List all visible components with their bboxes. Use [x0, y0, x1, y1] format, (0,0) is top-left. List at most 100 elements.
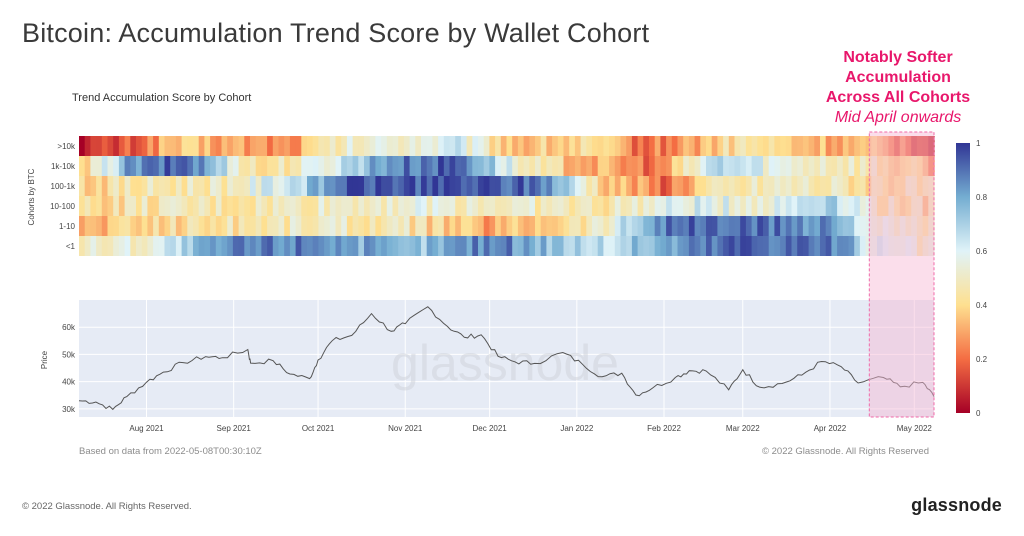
- heatmap-cell: [443, 196, 451, 216]
- heatmap-cell: [392, 136, 399, 156]
- heatmap-cell: [443, 176, 451, 196]
- heatmap-cell: [842, 196, 850, 216]
- heatmap-cell: [922, 156, 929, 176]
- heatmap-cell: [888, 156, 895, 176]
- price-x-tick-label: Sep 2021: [217, 424, 252, 433]
- heatmap-cell: [466, 236, 473, 256]
- heatmap-cell: [580, 196, 587, 216]
- heatmap-cell: [96, 196, 103, 216]
- heatmap-cell: [460, 176, 468, 196]
- heatmap-cell: [882, 136, 889, 156]
- heatmap-cell: [688, 236, 696, 256]
- heatmap-cell: [666, 176, 673, 196]
- heatmap-cell: [153, 156, 160, 176]
- heatmap-cell: [278, 156, 285, 176]
- heatmap-cell: [386, 136, 394, 156]
- heatmap-cell: [449, 216, 456, 236]
- heatmap-cell: [107, 136, 114, 156]
- heatmap-cell: [307, 236, 314, 256]
- heatmap-cell: [517, 216, 525, 236]
- heatmap-cell: [820, 236, 827, 256]
- heatmap-cell: [603, 216, 610, 236]
- heatmap-cell: [238, 236, 245, 256]
- heatmap-cell: [523, 236, 530, 256]
- heatmap-cell: [535, 156, 542, 176]
- heatmap-cell: [455, 136, 462, 156]
- heatmap-cell: [512, 136, 519, 156]
- heatmap-cell: [523, 216, 530, 236]
- heatmap-cell: [426, 176, 433, 196]
- heatmap-cell: [175, 196, 183, 216]
- heatmap-cell: [631, 216, 639, 236]
- price-line: [78, 306, 935, 411]
- heatmap-cell: [369, 136, 376, 156]
- heatmap-cell: [478, 216, 485, 236]
- heatmap-cell: [683, 156, 690, 176]
- heatmap-cell: [517, 136, 525, 156]
- heatmap-cell: [865, 156, 872, 176]
- heatmap-cell: [820, 176, 827, 196]
- heatmap-cell: [814, 136, 821, 156]
- heatmap-cell: [717, 216, 724, 236]
- heatmap-cell: [289, 236, 297, 256]
- heatmap-cell: [916, 136, 924, 156]
- heatmap-cell: [580, 156, 587, 176]
- heatmap-cell: [175, 156, 183, 176]
- heatmap-cell: [785, 156, 793, 176]
- heatmap-cell: [757, 136, 764, 156]
- heatmap-cell: [609, 156, 616, 176]
- heatmap-cell: [483, 176, 490, 196]
- heatmap-cell: [403, 136, 411, 156]
- colorbar-tick-label: 0.2: [976, 355, 988, 364]
- heatmap-cell: [557, 156, 565, 176]
- heatmap-cell: [324, 216, 331, 236]
- heatmap-cell: [312, 216, 319, 236]
- heatmap-cell: [232, 156, 240, 176]
- heatmap-cell: [272, 156, 280, 176]
- heatmap-cell: [101, 196, 109, 216]
- heatmap-cell: [341, 236, 348, 256]
- heatmap-cell: [341, 176, 348, 196]
- heatmap-cell: [660, 236, 667, 256]
- heatmap-cell: [785, 196, 793, 216]
- heatmap-cell: [426, 156, 433, 176]
- heatmap-cell: [375, 176, 382, 196]
- heatmap-cell: [244, 236, 251, 256]
- price-x-tick-label: Aug 2021: [129, 424, 164, 433]
- heatmap-cell: [734, 216, 741, 236]
- price-x-tick-label: Nov 2021: [388, 424, 423, 433]
- heatmap-cell: [797, 136, 804, 156]
- heatmap-cell: [289, 176, 297, 196]
- heatmap-cell: [329, 136, 337, 156]
- heatmap-row-label: >10k: [57, 142, 76, 151]
- heatmap-cell: [569, 236, 576, 256]
- heatmap-cell: [569, 156, 576, 176]
- colorbar: [956, 143, 970, 413]
- heatmap-cell: [409, 156, 416, 176]
- heatmap-cell: [295, 236, 302, 256]
- heatmap-cell: [506, 156, 513, 176]
- heatmap-cell: [825, 176, 832, 196]
- heatmap-cell: [814, 236, 821, 256]
- heatmap-cell: [136, 176, 143, 196]
- heatmap-cell: [580, 236, 587, 256]
- heatmap-cell: [318, 136, 325, 156]
- heatmap-cell: [158, 236, 166, 256]
- heatmap-cell: [506, 176, 513, 196]
- heatmap-cell: [580, 136, 587, 156]
- heatmap-cell: [215, 196, 223, 216]
- heatmap-cell: [301, 236, 308, 256]
- heatmap-cell: [586, 136, 593, 156]
- heatmap-cell: [495, 236, 502, 256]
- heatmap-cell: [369, 196, 376, 216]
- heatmap-cell: [118, 196, 126, 216]
- heatmap-cell: [620, 196, 627, 216]
- heatmap-cell: [882, 156, 889, 176]
- heatmap-cell: [409, 236, 416, 256]
- heatmap-cell: [780, 156, 787, 176]
- heatmap-cell: [745, 136, 753, 156]
- heatmap-cell: [136, 156, 143, 176]
- heatmap-cell: [215, 156, 223, 176]
- price-y-ticks: 30k 40k 50k 60k: [62, 323, 76, 414]
- heatmap-cell: [84, 156, 91, 176]
